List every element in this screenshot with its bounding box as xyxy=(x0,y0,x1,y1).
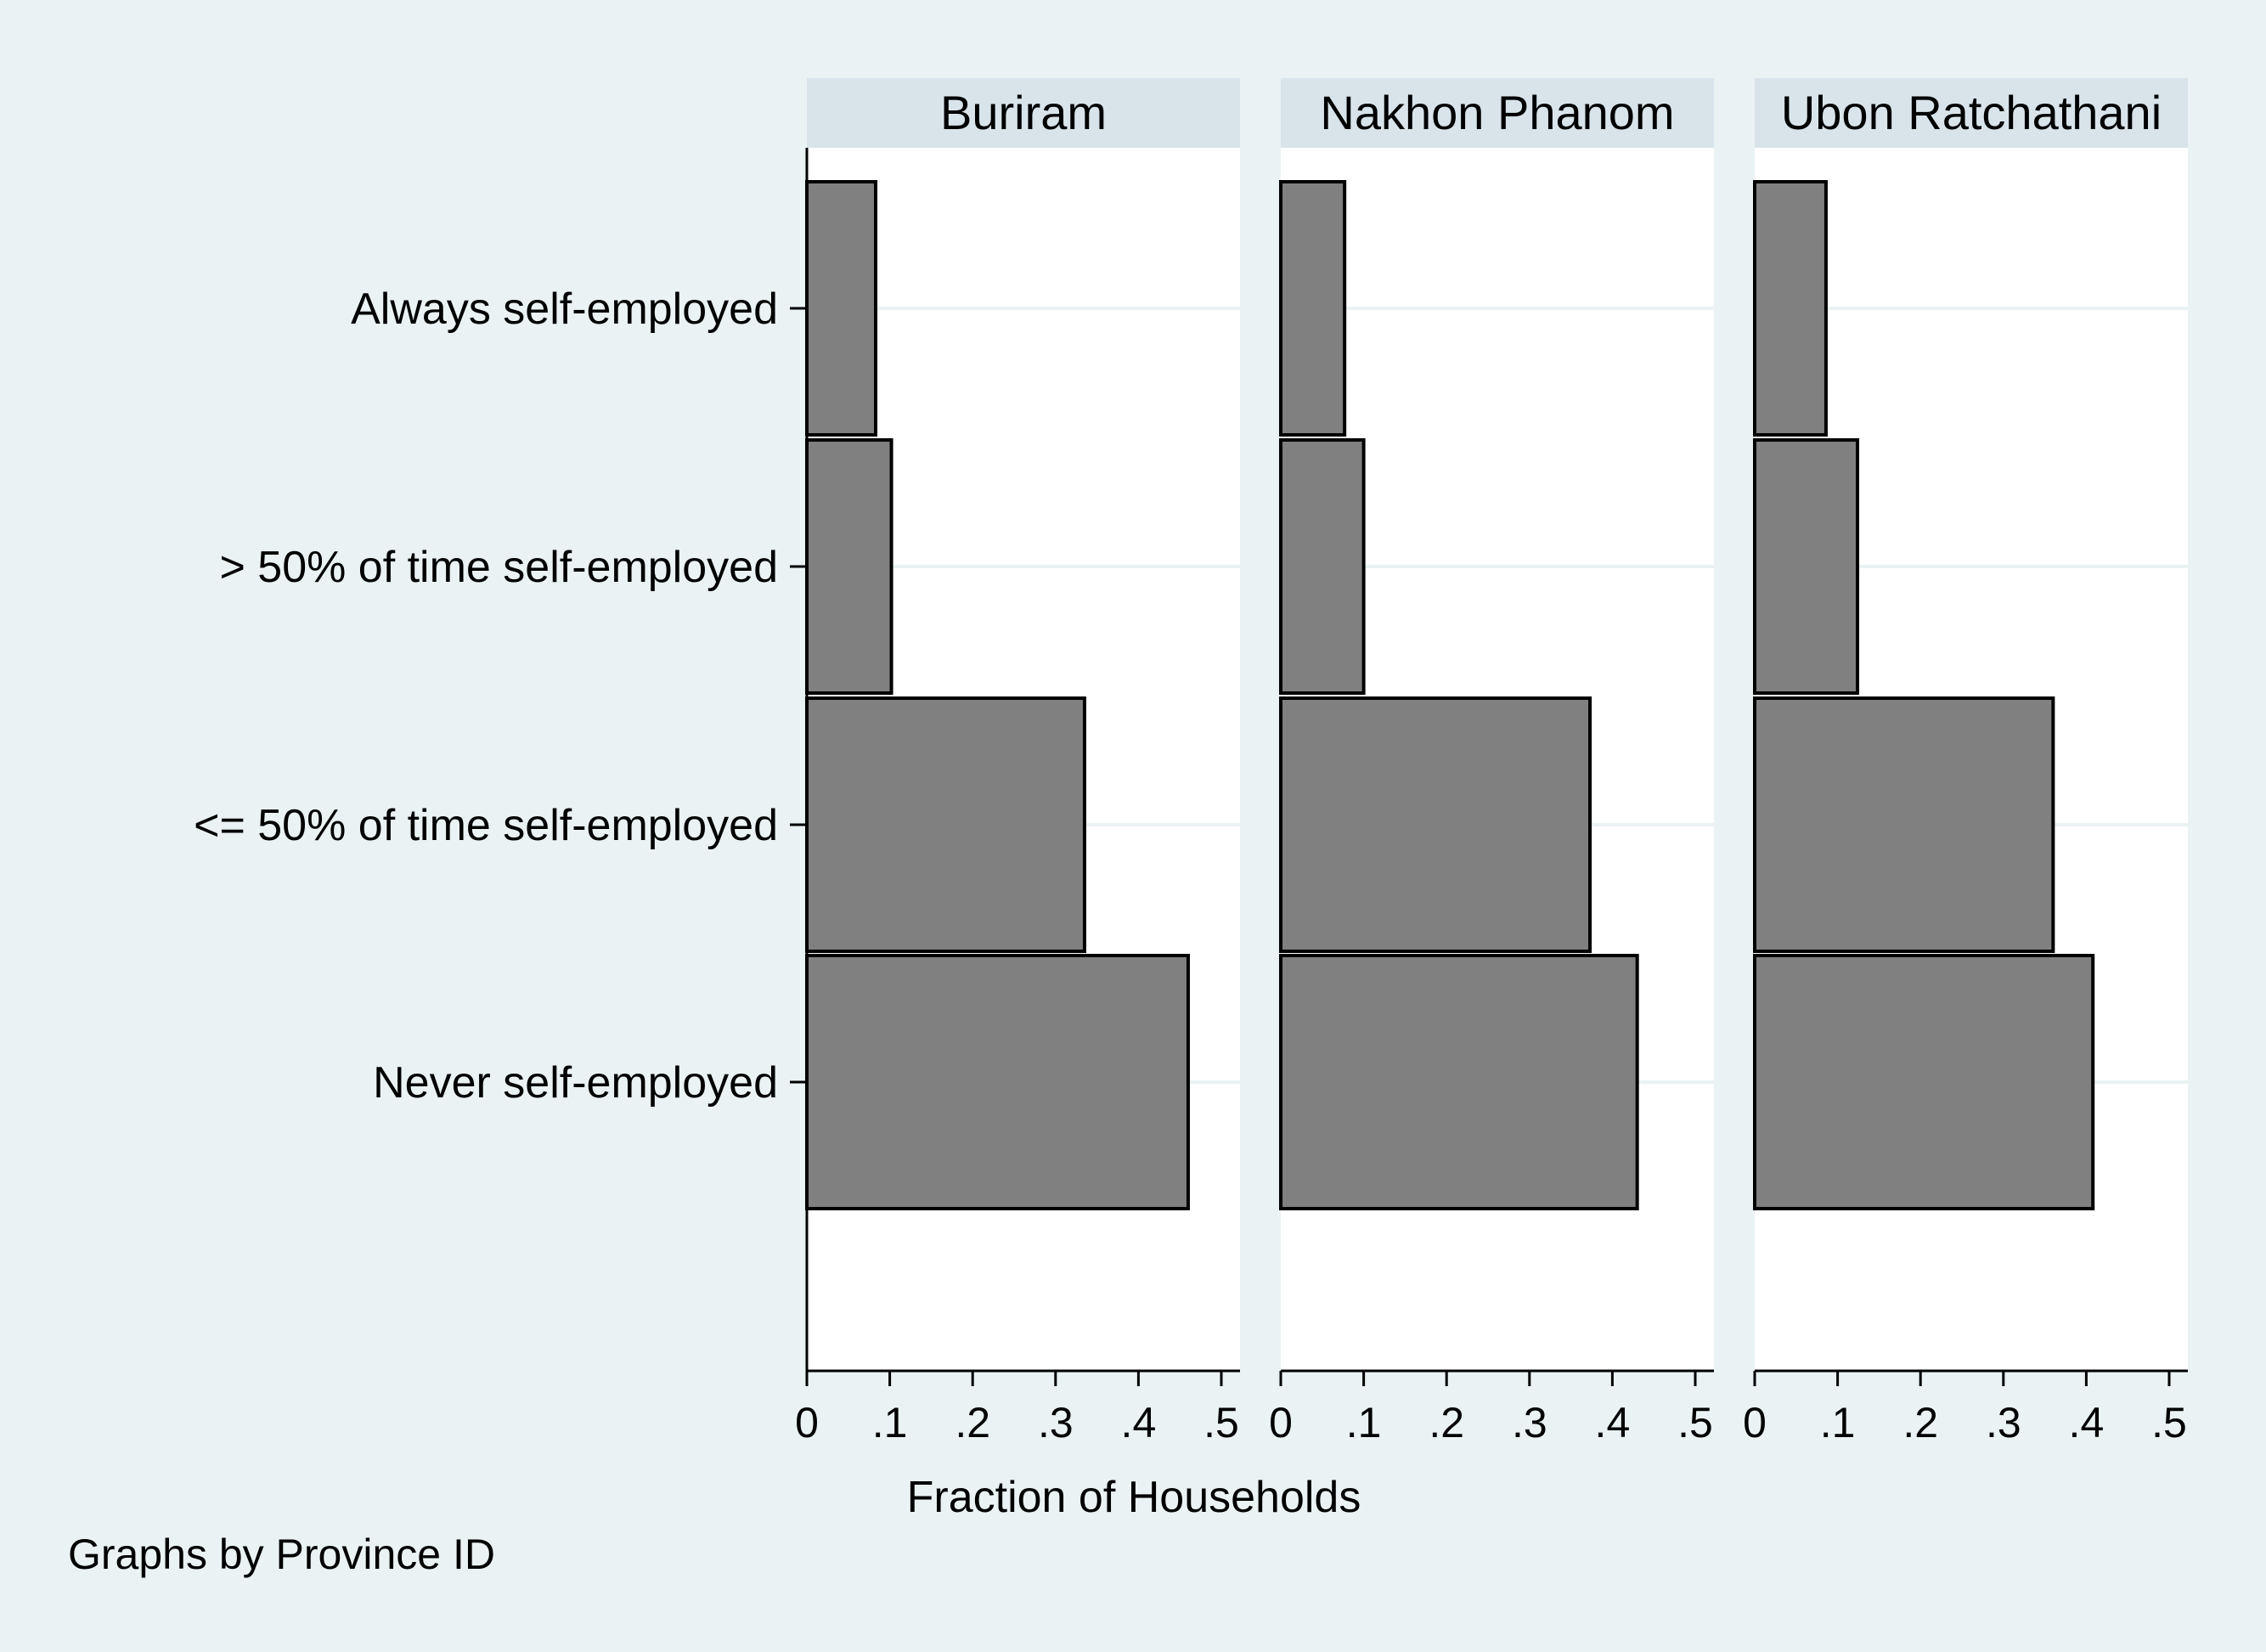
x-tick-label: .5 xyxy=(1203,1399,1239,1446)
bar xyxy=(1753,438,1860,695)
bar xyxy=(1279,438,1366,695)
graph-note: Graphs by Province ID xyxy=(68,1531,495,1578)
x-axis-title: Fraction of Households xyxy=(907,1473,1361,1522)
x-tick-label: .1 xyxy=(1346,1399,1382,1446)
panel-strip xyxy=(1755,78,2188,148)
x-tick-label: .3 xyxy=(1986,1399,2021,1446)
x-tick-label: 0 xyxy=(1269,1399,1293,1446)
x-tick-label: .3 xyxy=(1512,1399,1547,1446)
bar xyxy=(805,696,1086,953)
panel-title: Buriram xyxy=(940,86,1107,139)
x-tick-label: .1 xyxy=(872,1399,908,1446)
y-tick-label: > 50% of time self-employed xyxy=(219,543,778,592)
bar xyxy=(805,438,893,695)
x-tick-label: .5 xyxy=(2151,1399,2187,1446)
x-tick-label: .1 xyxy=(1820,1399,1856,1446)
x-tick-label: .2 xyxy=(955,1399,990,1446)
panel-title: Nakhon Phanom xyxy=(1320,86,1674,139)
x-tick-label: .4 xyxy=(1595,1399,1631,1446)
y-tick-label: Always self-employed xyxy=(351,285,778,334)
x-tick-label: .3 xyxy=(1038,1399,1074,1446)
x-tick-label: 0 xyxy=(795,1399,819,1446)
panel-strip xyxy=(1281,78,1714,148)
panel-title: Ubon Ratchathani xyxy=(1781,86,2162,139)
bar xyxy=(1753,696,2055,953)
bar xyxy=(1279,954,1639,1210)
bar xyxy=(1753,954,2095,1210)
bar xyxy=(1279,180,1347,437)
bar xyxy=(805,954,1190,1210)
y-tick-label: <= 50% of time self-employed xyxy=(194,801,778,850)
bar xyxy=(805,180,878,437)
x-tick-label: .4 xyxy=(1121,1399,1157,1446)
x-tick-label: .5 xyxy=(1677,1399,1713,1446)
x-tick-label: .4 xyxy=(2069,1399,2105,1446)
y-tick-label: Never self-employed xyxy=(373,1058,778,1108)
bar xyxy=(1279,696,1592,953)
x-tick-label: .2 xyxy=(1902,1399,1938,1446)
x-tick-label: 0 xyxy=(1743,1399,1767,1446)
bar xyxy=(1753,180,1828,437)
x-tick-label: .2 xyxy=(1429,1399,1464,1446)
panel-strip xyxy=(807,78,1240,148)
